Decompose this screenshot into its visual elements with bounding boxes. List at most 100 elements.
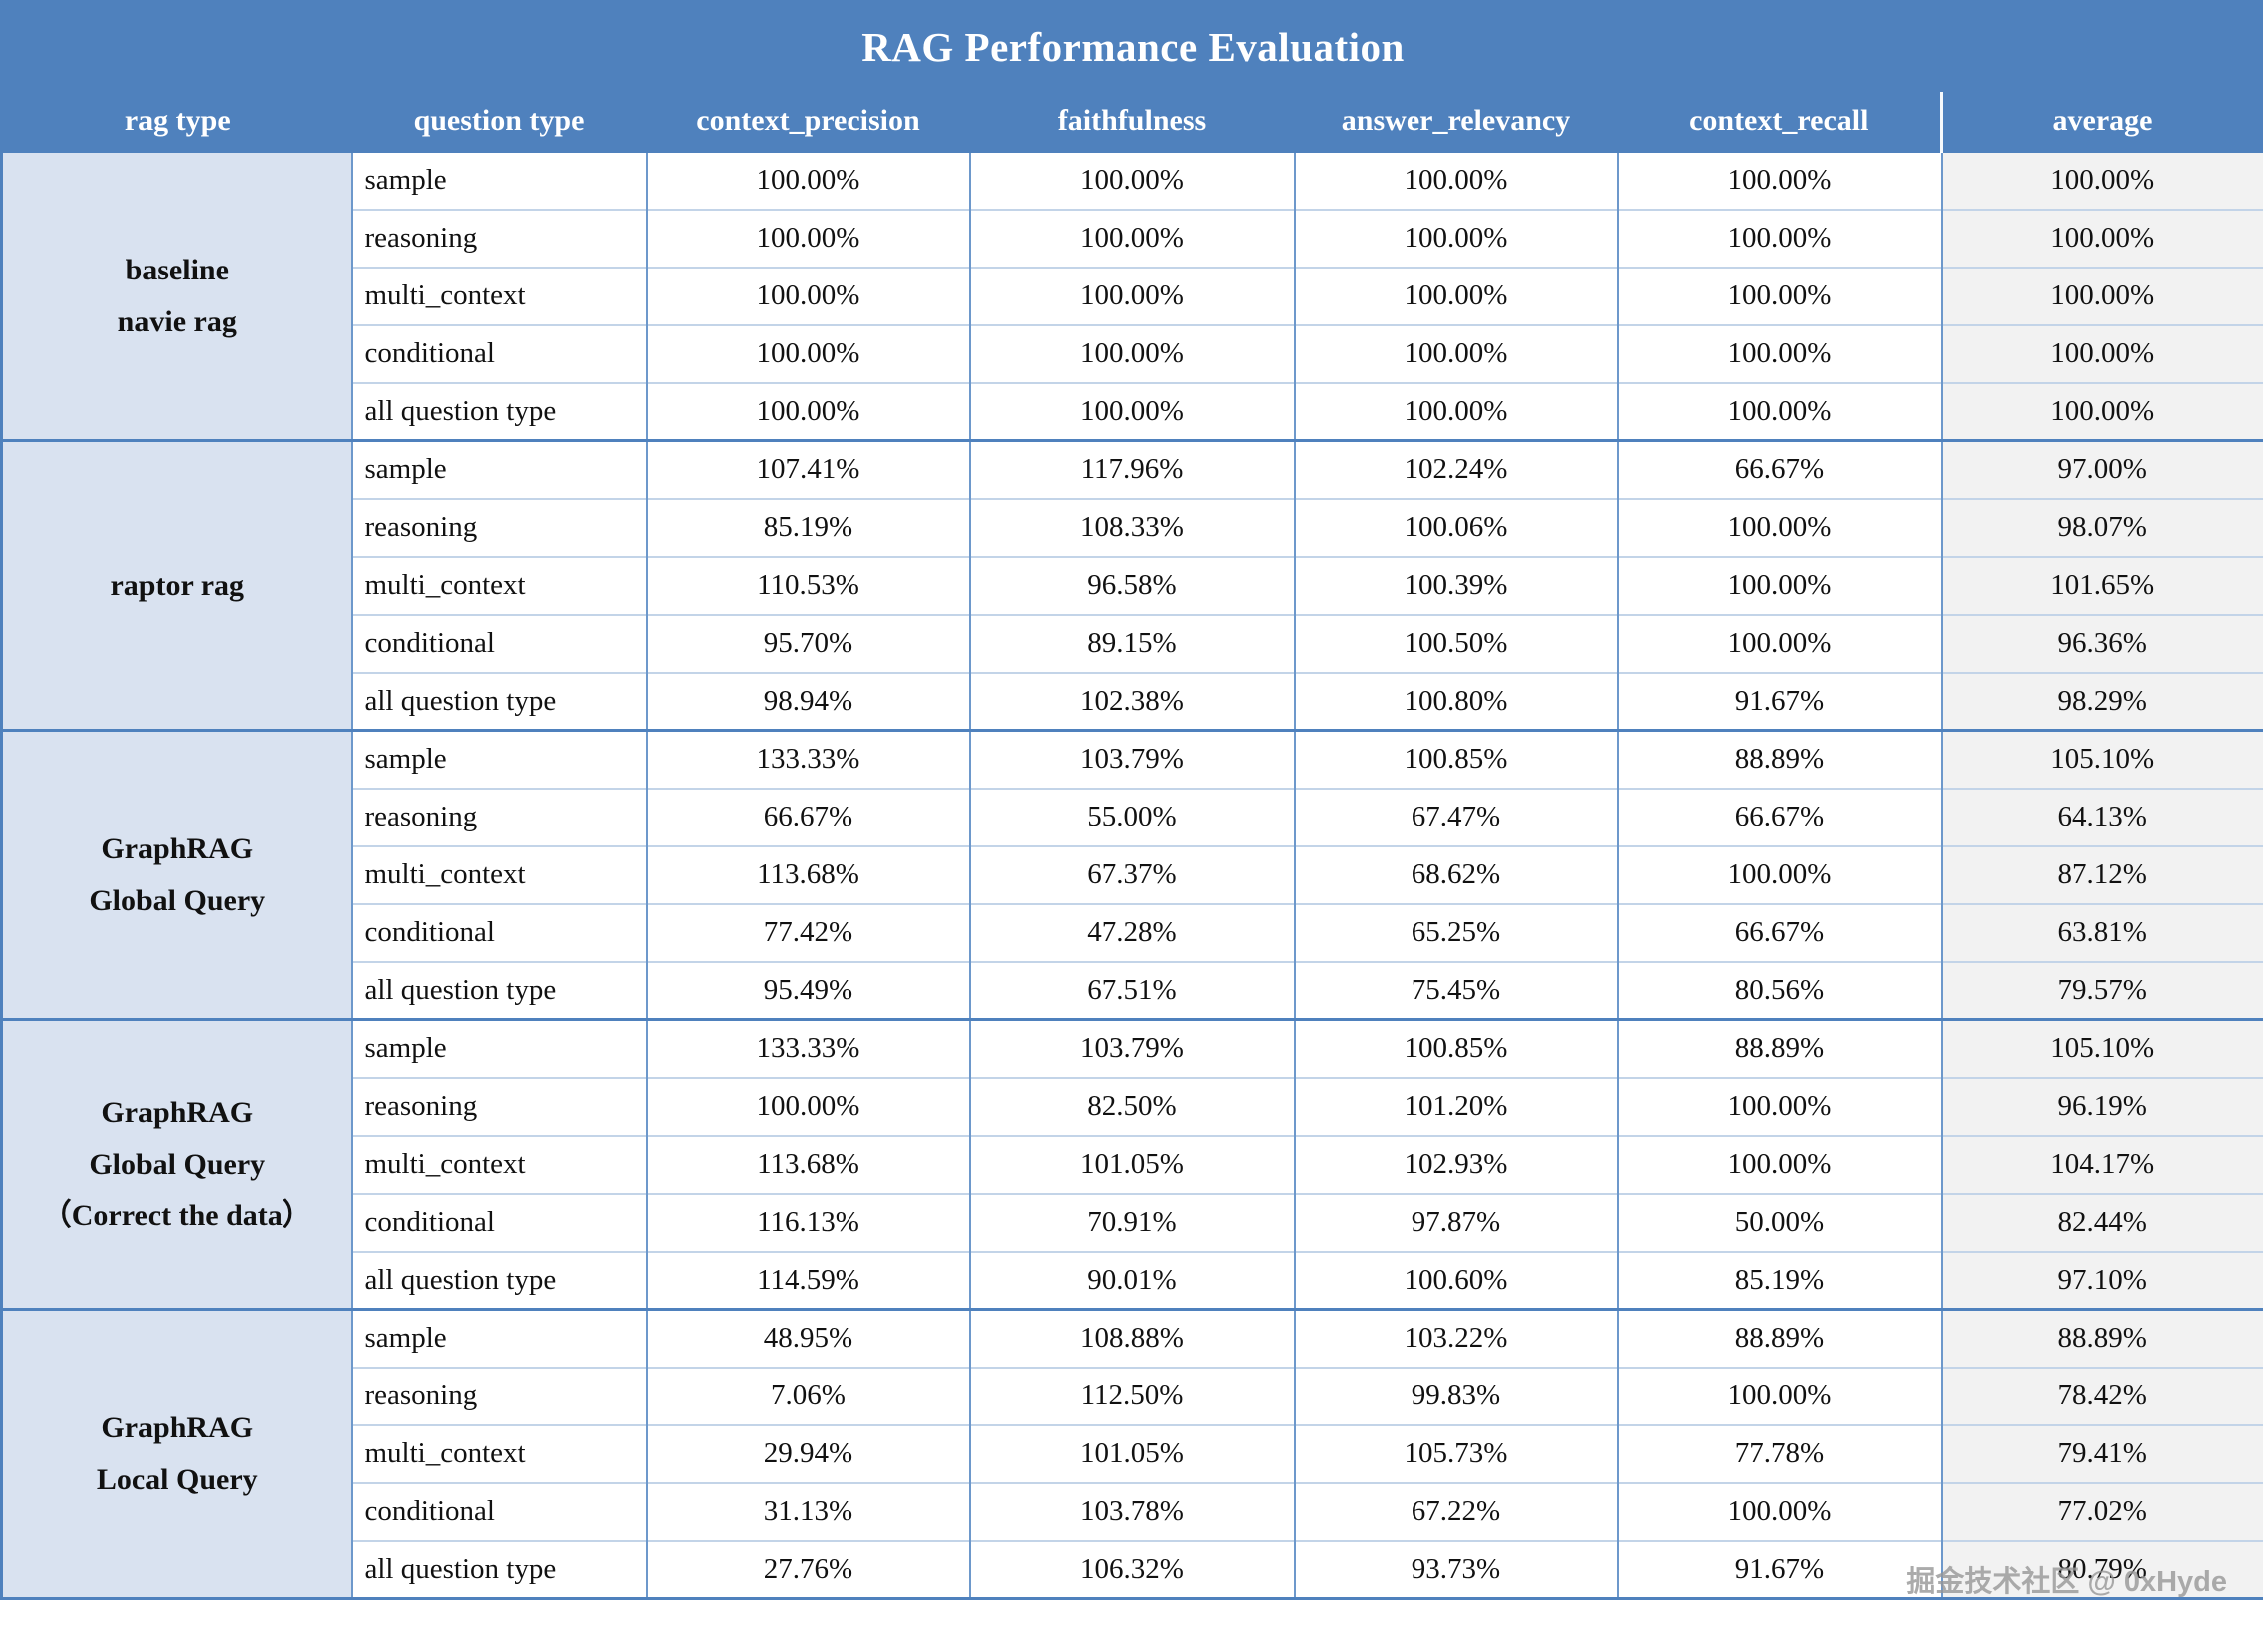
- value-cell-context-recall: 88.89%: [1616, 1018, 1942, 1078]
- question-type-cell: sample: [350, 1308, 647, 1368]
- table-row: conditional 100.00% 100.00% 100.00% 100.00% 1…: [2, 323, 2263, 383]
- rag-type-line: navie rag: [117, 304, 237, 338]
- value-cell-answer-relevancy: 68.62%: [1293, 844, 1618, 904]
- value-cell-answer-relevancy: 75.45%: [1293, 960, 1618, 1020]
- column-header-context-precision: context_precision: [646, 91, 970, 152]
- table-row: GraphRAG Global Query （Correct the data） sa…: [1, 1018, 2263, 1310]
- value-cell-answer-relevancy: 93.73%: [1293, 1539, 1618, 1599]
- question-type-cell: multi_context: [350, 1134, 647, 1194]
- value-cell-answer-relevancy: 67.22%: [1293, 1481, 1618, 1541]
- value-cell-context-precision: 107.41%: [645, 439, 970, 499]
- rag-type-cell-0: baseline navie rag: [1, 150, 352, 441]
- value-cell-context-recall: 100.00%: [1616, 1481, 1942, 1541]
- table-row: reasoning 66.67% 55.00% 67.47% 66.67% 64.13%: [2, 787, 2263, 846]
- table-row: conditional 116.13% 70.91% 97.87% 50.00% 82.4…: [2, 1192, 2263, 1252]
- value-cell-context-precision: 48.95%: [645, 1308, 970, 1368]
- value-cell-faithfulness: 67.51%: [968, 960, 1295, 1020]
- value-cell-context-recall: 66.67%: [1616, 902, 1942, 962]
- value-cell-answer-relevancy: 102.24%: [1293, 439, 1618, 499]
- value-cell-average: 105.10%: [1940, 1018, 2263, 1078]
- value-cell-answer-relevancy: 65.25%: [1293, 902, 1618, 962]
- value-cell-context-recall: 100.00%: [1616, 497, 1942, 557]
- value-cell-faithfulness: 89.15%: [968, 613, 1295, 673]
- value-cell-context-recall: 91.67%: [1616, 671, 1942, 731]
- column-header-context-recall: context_recall: [1617, 91, 1942, 152]
- value-cell-answer-relevancy: 67.47%: [1293, 787, 1618, 846]
- value-cell-average: 77.02%: [1940, 1481, 2263, 1541]
- table-row: all question type 98.94% 102.38% 100.80% 91.…: [2, 671, 2263, 731]
- value-cell-average: 100.00%: [1940, 150, 2263, 210]
- column-header-answer-relevancy: answer_relevancy: [1294, 91, 1618, 152]
- table-row: multi_context 100.00% 100.00% 100.00% 100.00…: [2, 266, 2263, 325]
- value-cell-faithfulness: 103.79%: [968, 729, 1295, 789]
- question-type-cell: multi_context: [350, 844, 647, 904]
- value-cell-context-precision: 113.68%: [645, 1134, 970, 1194]
- value-cell-average: 100.00%: [1940, 381, 2263, 441]
- rag-type-line: GraphRAG: [101, 1410, 254, 1444]
- table-row: multi_context 110.53% 96.58% 100.39% 100.00%…: [2, 555, 2263, 615]
- value-cell-answer-relevancy: 100.00%: [1293, 381, 1618, 441]
- table-row: reasoning 7.06% 112.50% 99.83% 100.00% 78.42%: [2, 1366, 2263, 1425]
- value-cell-context-precision: 95.49%: [645, 960, 970, 1020]
- question-type-cell: sample: [350, 1018, 647, 1078]
- rag-type-line: Global Query: [89, 883, 266, 917]
- rag-type-cell-4: GraphRAG Local Query: [1, 1308, 352, 1599]
- rag-performance-table: RAG Performance Evaluation rag type quest…: [0, 0, 2263, 1600]
- value-cell-faithfulness: 82.50%: [968, 1076, 1295, 1136]
- value-cell-context-recall: 100.00%: [1616, 1134, 1942, 1194]
- value-cell-answer-relevancy: 99.83%: [1293, 1366, 1618, 1425]
- value-cell-average: 80.79%: [1940, 1539, 2263, 1599]
- value-cell-answer-relevancy: 100.85%: [1293, 1018, 1618, 1078]
- rag-type-line: Global Query: [89, 1147, 266, 1181]
- value-cell-average: 98.07%: [1940, 497, 2263, 557]
- value-cell-average: 87.12%: [1940, 844, 2263, 904]
- value-cell-context-precision: 27.76%: [645, 1539, 970, 1599]
- question-type-cell: multi_context: [350, 266, 647, 325]
- value-cell-faithfulness: 70.91%: [968, 1192, 1295, 1252]
- value-cell-context-precision: 100.00%: [645, 323, 970, 383]
- value-cell-faithfulness: 100.00%: [968, 150, 1295, 210]
- column-header-row: rag type question type context_precision fa…: [1, 91, 2263, 152]
- question-type-cell: all question type: [350, 1250, 647, 1310]
- value-cell-faithfulness: 100.00%: [968, 266, 1295, 325]
- table-row: all question type 114.59% 90.01% 100.60% 85.…: [2, 1250, 2263, 1310]
- question-type-cell: all question type: [350, 960, 647, 1020]
- value-cell-faithfulness: 108.88%: [968, 1308, 1295, 1368]
- table-row: baseline navie rag sample 100.00% 100.00% 100…: [1, 150, 2263, 441]
- value-cell-answer-relevancy: 100.85%: [1293, 729, 1618, 789]
- value-cell-context-precision: 116.13%: [645, 1192, 970, 1252]
- question-type-cell: conditional: [350, 902, 647, 962]
- column-header-faithfulness: faithfulness: [969, 91, 1295, 152]
- question-type-cell: sample: [350, 439, 647, 499]
- rag-type-line: GraphRAG: [101, 1096, 254, 1130]
- table-row: conditional 95.70% 89.15% 100.50% 100.00% 96.…: [2, 613, 2263, 673]
- value-cell-answer-relevancy: 102.93%: [1293, 1134, 1618, 1194]
- value-cell-average: 79.41%: [1940, 1423, 2263, 1483]
- table-header: RAG Performance Evaluation rag type quest…: [1, 1, 2263, 152]
- value-cell-answer-relevancy: 97.87%: [1293, 1192, 1618, 1252]
- value-cell-context-precision: 100.00%: [645, 381, 970, 441]
- value-cell-context-recall: 100.00%: [1616, 381, 1942, 441]
- question-type-cell: all question type: [350, 671, 647, 731]
- rag-type-line: （Correct the data）: [41, 1199, 312, 1233]
- table-row: reasoning 100.00% 100.00% 100.00% 100.00% 100…: [2, 208, 2263, 268]
- value-cell-context-recall: 50.00%: [1616, 1192, 1942, 1252]
- value-cell-answer-relevancy: 105.73%: [1293, 1423, 1618, 1483]
- value-cell-faithfulness: 101.05%: [968, 1134, 1295, 1194]
- value-cell-answer-relevancy: 100.00%: [1293, 323, 1618, 383]
- question-type-cell: reasoning: [350, 1366, 647, 1425]
- rag-type-line: raptor rag: [110, 568, 245, 602]
- value-cell-average: 104.17%: [1940, 1134, 2263, 1194]
- value-cell-faithfulness: 108.33%: [968, 497, 1295, 557]
- value-cell-average: 100.00%: [1940, 266, 2263, 325]
- value-cell-average: 78.42%: [1940, 1366, 2263, 1425]
- value-cell-faithfulness: 106.32%: [968, 1539, 1295, 1599]
- rag-type-cell-3: GraphRAG Global Query （Correct the data）: [1, 1018, 352, 1310]
- value-cell-answer-relevancy: 100.39%: [1293, 555, 1618, 615]
- value-cell-context-recall: 100.00%: [1616, 208, 1942, 268]
- value-cell-faithfulness: 90.01%: [968, 1250, 1295, 1310]
- value-cell-context-recall: 85.19%: [1616, 1250, 1942, 1310]
- value-cell-faithfulness: 100.00%: [968, 381, 1295, 441]
- value-cell-faithfulness: 67.37%: [968, 844, 1295, 904]
- value-cell-average: 105.10%: [1940, 729, 2263, 789]
